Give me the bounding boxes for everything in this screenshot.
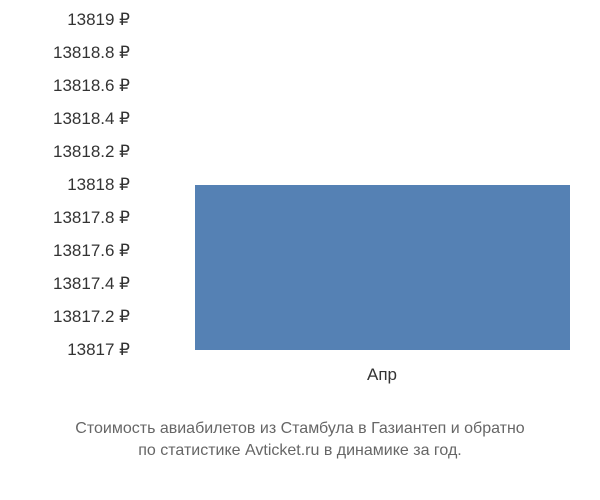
y-tick: 13817.4 ₽ — [0, 274, 130, 294]
x-axis-label: Апр — [367, 365, 397, 385]
bar-apr — [195, 185, 570, 350]
chart-area: 13819 ₽ 13818.8 ₽ 13818.6 ₽ 13818.4 ₽ 13… — [0, 0, 600, 380]
plot-area: Апр — [130, 20, 585, 350]
y-tick: 13817.8 ₽ — [0, 208, 130, 228]
y-axis: 13819 ₽ 13818.8 ₽ 13818.6 ₽ 13818.4 ₽ 13… — [0, 20, 130, 350]
y-tick: 13817.2 ₽ — [0, 307, 130, 327]
y-tick: 13818.2 ₽ — [0, 142, 130, 162]
caption-line-2: по статистике Avticket.ru в динамике за … — [0, 440, 600, 462]
chart-caption: Стоимость авиабилетов из Стамбула в Гази… — [0, 418, 600, 463]
caption-line-1: Стоимость авиабилетов из Стамбула в Гази… — [0, 418, 600, 440]
y-tick: 13817 ₽ — [0, 340, 130, 360]
y-tick: 13818.6 ₽ — [0, 76, 130, 96]
y-tick: 13818.8 ₽ — [0, 43, 130, 63]
y-tick: 13818 ₽ — [0, 175, 130, 195]
y-tick: 13818.4 ₽ — [0, 109, 130, 129]
y-tick: 13819 ₽ — [0, 10, 130, 30]
y-tick: 13817.6 ₽ — [0, 241, 130, 261]
